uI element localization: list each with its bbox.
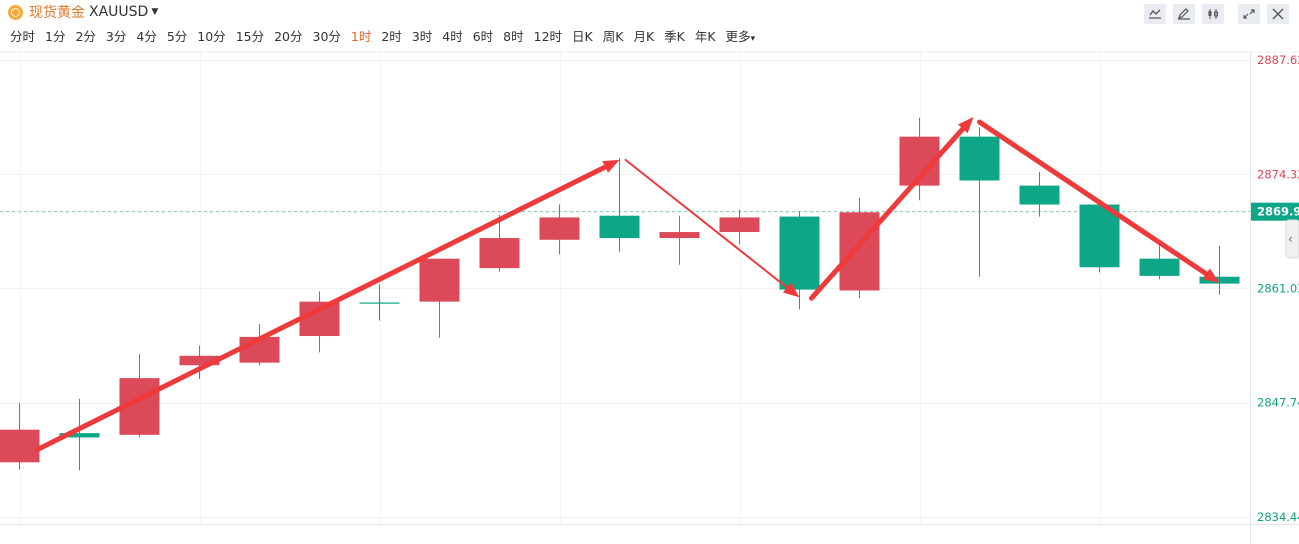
gold-coin-icon	[8, 4, 23, 20]
timeframe-1[interactable]: 1分	[45, 28, 66, 44]
timeframe-18[interactable]: 周K	[602, 28, 624, 44]
timeframe-bar: 分时 1分 2分 3分 4分 5分 10分 15分 20分 30分 1时 2时 3时 4时 6时 8时 12时日…	[0, 26, 755, 44]
timeframe-2[interactable]: 2分	[75, 28, 96, 44]
timeframe-11[interactable]: 2时	[381, 28, 402, 44]
candle-body[interactable]	[779, 216, 820, 290]
timeframe-10[interactable]: 1时	[350, 28, 372, 44]
close-icon	[1272, 8, 1284, 20]
y-tick-label: 2861.03	[1257, 282, 1299, 296]
timeframe-14[interactable]: 6时	[472, 28, 494, 44]
candle-body[interactable]	[1019, 185, 1060, 205]
y-tick-label: 2834.44	[1257, 510, 1299, 524]
line-tool-button[interactable]	[1144, 4, 1166, 24]
timeframe-13[interactable]: 4时	[442, 28, 463, 44]
timeframe-6[interactable]: 10分	[197, 28, 226, 44]
timeframe-17[interactable]: 日K	[572, 28, 593, 44]
chevron-left-icon: ‹	[1288, 232, 1293, 246]
candle-body[interactable]	[419, 258, 460, 302]
timeframe-20[interactable]: 季K	[664, 28, 685, 44]
instrument-symbol: XAUUSD	[89, 4, 149, 20]
candle-body[interactable]	[539, 217, 580, 240]
y-tick-label: 2874.32	[1257, 167, 1299, 181]
candle-body[interactable]	[599, 215, 640, 239]
line-tool-icon	[1149, 9, 1161, 19]
timeframe-8[interactable]: 20分	[274, 28, 303, 44]
current-price-tag	[1251, 202, 1299, 221]
instrument-name: 现货黄金	[29, 5, 85, 21]
candle-body[interactable]	[0, 429, 40, 463]
candle-body[interactable]	[359, 302, 400, 304]
timeframe-0[interactable]: 分时	[10, 28, 36, 44]
timeframe-22[interactable]: 更多▾	[725, 28, 756, 44]
candle-body[interactable]	[719, 217, 760, 233]
candle-body[interactable]	[179, 355, 220, 366]
candle-body[interactable]	[1079, 204, 1120, 268]
timeframe-19[interactable]: 月K	[633, 28, 655, 44]
timeframe-9[interactable]: 30分	[312, 28, 341, 44]
timeframe-5[interactable]: 5分	[166, 28, 188, 44]
fullscreen-button[interactable]	[1238, 4, 1260, 24]
side-panel-handle[interactable]	[1285, 219, 1299, 259]
candle-style-button[interactable]	[1202, 4, 1224, 24]
candle-body[interactable]	[1139, 258, 1180, 276]
close-chart-button[interactable]	[1267, 4, 1289, 24]
timeframe-16[interactable]: 12时	[533, 28, 563, 44]
trend-arrowhead	[957, 116, 974, 134]
y-tick-label: 2847.74	[1257, 396, 1299, 410]
y-tick-label: 2887.62	[1257, 53, 1299, 67]
symbol-selector[interactable]: 现货黄金 XAUUSD ▼	[8, 2, 158, 22]
expand-icon	[1243, 9, 1255, 19]
current-price-label: 2869.97	[1257, 205, 1299, 219]
caret-down-icon: ▼	[151, 7, 159, 17]
candle-body[interactable]	[479, 238, 520, 269]
chart-toolbar	[1137, 4, 1289, 24]
timeframe-12[interactable]: 3时	[411, 28, 433, 44]
candle-body[interactable]	[659, 232, 700, 239]
candle-body[interactable]	[959, 136, 1000, 181]
candle-body[interactable]	[59, 433, 100, 438]
candles-icon	[1208, 9, 1218, 19]
trend-arrow	[809, 126, 966, 301]
timeframe-4[interactable]: 4分	[136, 28, 157, 44]
draw-button[interactable]	[1173, 4, 1195, 24]
trend-arrow	[977, 119, 1209, 277]
trend-arrowhead	[1202, 268, 1220, 283]
chart-header: 现货黄金 XAUUSD ▼ 分时 1分 2分 3分 4分 5分 10分 15分 20分 30分 1时…	[0, 0, 1299, 52]
timeframe-21[interactable]: 年K	[694, 28, 716, 44]
trend-arrowhead	[782, 282, 800, 298]
more-caret-icon: ▾	[750, 33, 756, 44]
candle-body[interactable]	[839, 212, 880, 291]
timeframe-15[interactable]: 8时	[503, 28, 524, 44]
pencil-icon	[1178, 8, 1190, 20]
trend-arrowhead	[602, 159, 620, 173]
trend-arrow	[35, 164, 608, 452]
timeframe-7[interactable]: 15分	[235, 28, 265, 44]
candle-body[interactable]	[1199, 276, 1240, 284]
trend-arrow	[624, 158, 788, 289]
timeframe-3[interactable]: 3分	[105, 28, 127, 44]
